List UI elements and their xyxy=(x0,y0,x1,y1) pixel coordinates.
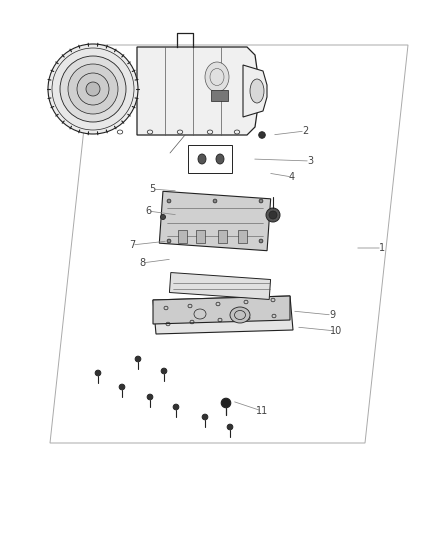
Text: 10: 10 xyxy=(330,326,342,336)
Ellipse shape xyxy=(250,79,264,103)
Text: 11: 11 xyxy=(256,406,268,416)
Ellipse shape xyxy=(119,384,125,390)
Bar xyxy=(211,90,228,101)
Ellipse shape xyxy=(259,239,263,243)
Text: 5: 5 xyxy=(149,184,155,194)
Ellipse shape xyxy=(147,394,153,400)
Bar xyxy=(188,145,232,173)
Text: 2: 2 xyxy=(302,126,308,136)
Text: 6: 6 xyxy=(145,206,151,216)
Ellipse shape xyxy=(230,307,250,323)
Ellipse shape xyxy=(269,211,277,219)
Ellipse shape xyxy=(194,309,206,319)
Bar xyxy=(178,230,187,243)
Ellipse shape xyxy=(135,356,141,362)
Ellipse shape xyxy=(160,214,166,220)
Polygon shape xyxy=(170,272,271,300)
Text: 1: 1 xyxy=(379,243,385,253)
Ellipse shape xyxy=(259,132,265,138)
Polygon shape xyxy=(137,47,257,135)
Ellipse shape xyxy=(173,404,179,410)
Ellipse shape xyxy=(221,398,231,408)
Text: 9: 9 xyxy=(329,310,335,320)
Ellipse shape xyxy=(216,154,224,164)
Ellipse shape xyxy=(259,199,263,203)
Ellipse shape xyxy=(205,62,229,92)
Ellipse shape xyxy=(167,239,171,243)
Text: 3: 3 xyxy=(307,156,313,166)
Ellipse shape xyxy=(227,424,233,430)
Ellipse shape xyxy=(52,48,134,130)
Text: 7: 7 xyxy=(129,240,135,250)
Polygon shape xyxy=(153,296,290,324)
Polygon shape xyxy=(153,296,293,334)
Ellipse shape xyxy=(86,82,100,96)
Ellipse shape xyxy=(48,44,138,134)
Text: 8: 8 xyxy=(139,258,145,268)
Ellipse shape xyxy=(95,370,101,376)
Ellipse shape xyxy=(68,64,118,114)
Text: 4: 4 xyxy=(289,172,295,182)
Ellipse shape xyxy=(77,73,109,105)
Polygon shape xyxy=(243,65,267,117)
Bar xyxy=(238,230,247,243)
Ellipse shape xyxy=(198,154,206,164)
Bar xyxy=(196,230,205,243)
Ellipse shape xyxy=(161,368,167,374)
Bar xyxy=(218,230,227,243)
Ellipse shape xyxy=(60,56,126,122)
Ellipse shape xyxy=(213,199,217,203)
Polygon shape xyxy=(50,45,408,443)
Ellipse shape xyxy=(202,414,208,420)
Polygon shape xyxy=(159,191,271,251)
Ellipse shape xyxy=(266,208,280,222)
Ellipse shape xyxy=(167,199,171,203)
